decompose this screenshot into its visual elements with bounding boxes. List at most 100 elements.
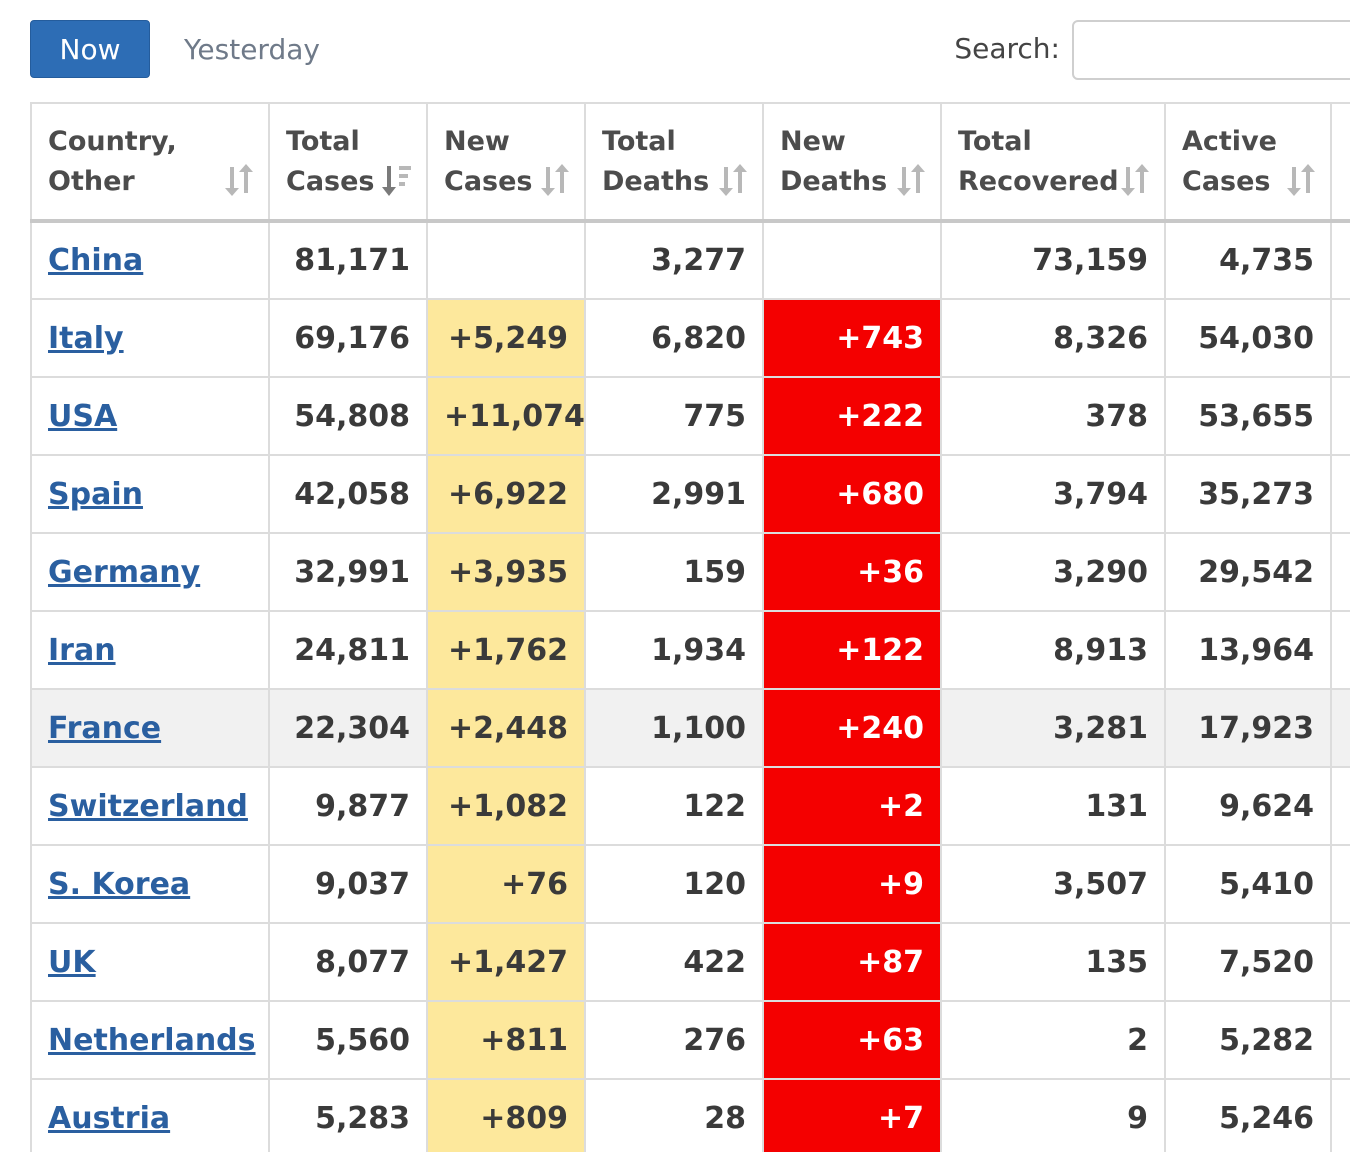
- cell-total-cases: 54,808: [268, 376, 428, 456]
- cell-active-cases: 35,273: [1164, 454, 1332, 534]
- cell-extra: [1330, 454, 1350, 534]
- table-row: USA 54,808 +11,074 775 +222 378 53,655: [30, 376, 1350, 456]
- cell-new-deaths: +36: [762, 532, 942, 612]
- country-link[interactable]: USA: [48, 398, 118, 434]
- column-header-country[interactable]: Country, Other: [30, 102, 270, 223]
- cell-active-cases: 7,520: [1164, 922, 1332, 1002]
- cell-new-cases: +76: [426, 844, 586, 924]
- country-link[interactable]: Switzerland: [48, 788, 248, 824]
- cell-total-cases: 42,058: [268, 454, 428, 534]
- country-link[interactable]: Germany: [48, 554, 201, 590]
- cell-country: S. Korea: [30, 844, 270, 924]
- column-header-new-cases[interactable]: New Cases: [426, 102, 586, 223]
- cell-country: France: [30, 688, 270, 768]
- cell-new-cases: +1,427: [426, 922, 586, 1002]
- country-link[interactable]: France: [48, 710, 162, 746]
- cell-active-cases: 17,923: [1164, 688, 1332, 768]
- cell-extra: [1330, 922, 1350, 1002]
- table-row: China 81,171 3,277 73,159 4,735: [30, 220, 1350, 300]
- column-header-label: New Deaths: [780, 125, 888, 197]
- column-header-total-cases[interactable]: Total Cases: [268, 102, 428, 223]
- cell-new-deaths: +63: [762, 1000, 942, 1080]
- cell-new-deaths: +240: [762, 688, 942, 768]
- column-header-total-recovered[interactable]: Total Recovered: [940, 102, 1166, 223]
- country-link[interactable]: Austria: [48, 1100, 171, 1136]
- sort-both-icon[interactable]: [1120, 163, 1150, 197]
- cell-new-cases: +811: [426, 1000, 586, 1080]
- cell-total-recovered: 8,326: [940, 298, 1166, 378]
- cell-new-deaths: +222: [762, 376, 942, 456]
- cell-total-recovered: 3,507: [940, 844, 1166, 924]
- column-header-label: Total Deaths: [602, 125, 710, 197]
- cell-total-deaths: 28: [584, 1078, 764, 1152]
- cell-total-recovered: 2: [940, 1000, 1166, 1080]
- cell-country: China: [30, 220, 270, 300]
- cell-new-cases: +809: [426, 1078, 586, 1152]
- country-link[interactable]: Netherlands: [48, 1022, 256, 1058]
- country-link[interactable]: China: [48, 243, 144, 278]
- cell-extra: [1330, 1078, 1350, 1152]
- toolbar: Now Yesterday Search:: [0, 0, 1350, 100]
- search-input[interactable]: [1072, 20, 1350, 80]
- cell-country: Netherlands: [30, 1000, 270, 1080]
- cell-total-recovered: 135: [940, 922, 1166, 1002]
- cell-active-cases: 29,542: [1164, 532, 1332, 612]
- cell-total-deaths: 775: [584, 376, 764, 456]
- cell-total-cases: 9,037: [268, 844, 428, 924]
- cell-total-deaths: 1,100: [584, 688, 764, 768]
- cell-extra: [1330, 298, 1350, 378]
- table-row: Austria 5,283 +809 28 +7 9 5,246: [30, 1078, 1350, 1152]
- column-header-total-deaths[interactable]: Total Deaths: [584, 102, 764, 223]
- country-link[interactable]: UK: [48, 944, 96, 980]
- country-link[interactable]: S. Korea: [48, 866, 191, 902]
- cell-extra: [1330, 610, 1350, 690]
- cell-total-recovered: 8,913: [940, 610, 1166, 690]
- cell-new-deaths: +122: [762, 610, 942, 690]
- country-link[interactable]: Spain: [48, 476, 143, 512]
- cell-total-deaths: 1,934: [584, 610, 764, 690]
- cell-new-cases: +5,249: [426, 298, 586, 378]
- cell-total-deaths: 122: [584, 766, 764, 846]
- country-link[interactable]: Italy: [48, 320, 124, 356]
- table-row: Netherlands 5,560 +811 276 +63 2 5,282: [30, 1000, 1350, 1080]
- sort-desc-icon[interactable]: [382, 163, 412, 197]
- cell-extra: [1330, 532, 1350, 612]
- table-row: Switzerland 9,877 +1,082 122 +2 131 9,624: [30, 766, 1350, 846]
- column-header-label: New Cases: [444, 125, 533, 197]
- cell-new-deaths: +743: [762, 298, 942, 378]
- cell-total-deaths: 2,991: [584, 454, 764, 534]
- column-header-extra[interactable]: [1330, 102, 1350, 223]
- cell-total-recovered: 9: [940, 1078, 1166, 1152]
- cell-total-recovered: 3,290: [940, 532, 1166, 612]
- cell-country: Iran: [30, 610, 270, 690]
- cell-total-deaths: 276: [584, 1000, 764, 1080]
- table-row: France 22,304 +2,448 1,100 +240 3,281 17,923: [30, 688, 1350, 768]
- sort-both-icon[interactable]: [224, 163, 254, 197]
- country-link[interactable]: Iran: [48, 632, 116, 668]
- cell-country: Germany: [30, 532, 270, 612]
- cell-total-deaths: 120: [584, 844, 764, 924]
- cell-active-cases: 53,655: [1164, 376, 1332, 456]
- cell-new-deaths: +7: [762, 1078, 942, 1152]
- tab-yesterday[interactable]: Yesterday: [184, 32, 320, 66]
- sort-both-icon[interactable]: [896, 163, 926, 197]
- cell-new-cases: +11,074: [426, 376, 586, 456]
- sort-both-icon[interactable]: [540, 163, 570, 197]
- cell-total-cases: 24,811: [268, 610, 428, 690]
- cell-total-deaths: 159: [584, 532, 764, 612]
- cell-country: Italy: [30, 298, 270, 378]
- column-header-active-cases[interactable]: Active Cases: [1164, 102, 1332, 223]
- cell-country: UK: [30, 922, 270, 1002]
- cell-extra: [1330, 1000, 1350, 1080]
- cell-active-cases: 13,964: [1164, 610, 1332, 690]
- sort-both-icon[interactable]: [718, 163, 748, 197]
- table-header-row: Country, Other Total Cases New Cases Total …: [30, 102, 1350, 223]
- column-header-new-deaths[interactable]: New Deaths: [762, 102, 942, 223]
- cell-new-cases: [426, 220, 586, 300]
- sort-both-icon[interactable]: [1286, 163, 1316, 197]
- cell-total-deaths: 3,277: [584, 220, 764, 300]
- table-container: Country, Other Total Cases New Cases Total …: [30, 102, 1350, 1152]
- cell-total-deaths: 422: [584, 922, 764, 1002]
- table-row: Iran 24,811 +1,762 1,934 +122 8,913 13,964: [30, 610, 1350, 690]
- tab-now[interactable]: Now: [30, 20, 150, 78]
